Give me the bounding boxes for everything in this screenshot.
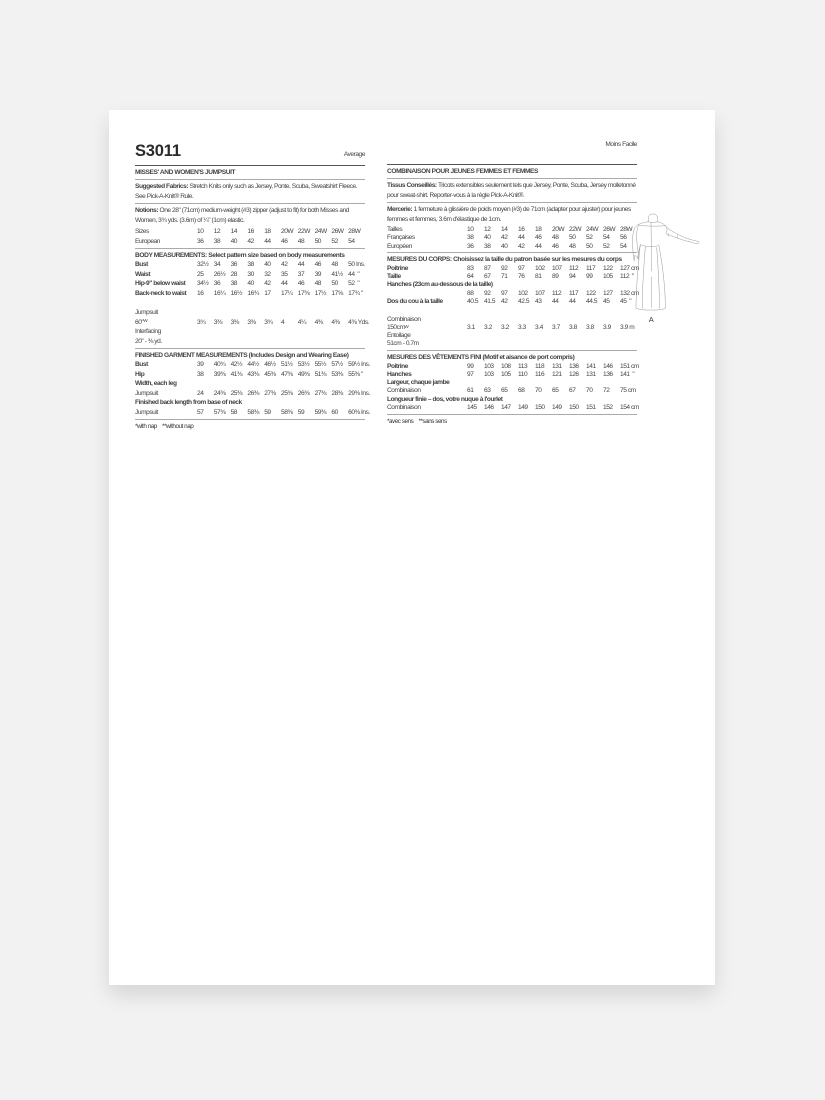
svg-text:A: A <box>649 315 654 324</box>
